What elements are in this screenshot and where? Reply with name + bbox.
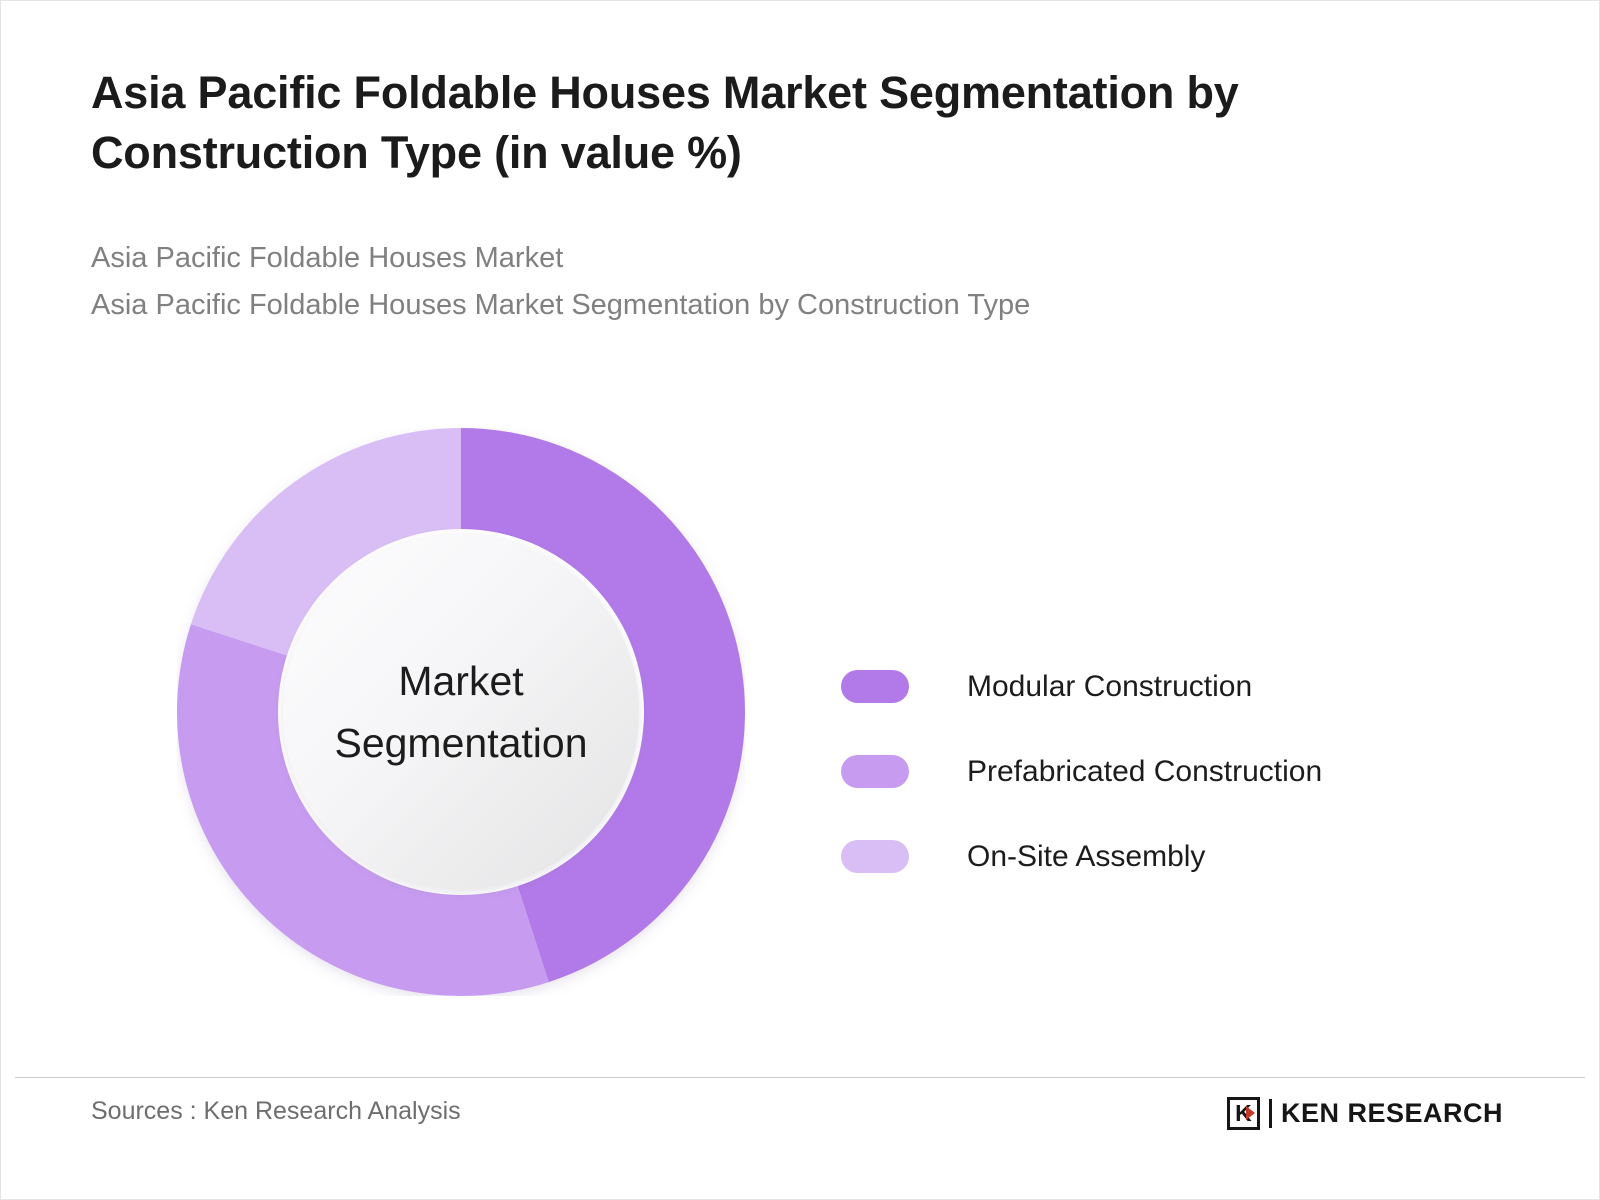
- donut-slice-prefabricated-construction[interactable]: [177, 624, 549, 996]
- donut-center-hub: Market Segmentation: [283, 534, 639, 890]
- legend-item-modular-construction[interactable]: Modular Construction: [841, 644, 1441, 729]
- legend-label: Modular Construction: [967, 669, 1253, 703]
- sources-note: Sources : Ken Research Analysis: [91, 1097, 461, 1125]
- center-label-line-1: Market: [398, 657, 524, 704]
- legend-item-on-site-assembly[interactable]: On-Site Assembly: [841, 814, 1441, 899]
- logo-mark-icon: K: [1226, 1096, 1260, 1130]
- header: Asia Pacific Foldable Houses Market Segm…: [91, 63, 1511, 329]
- subtitle-block: Asia Pacific Foldable Houses Market Asia…: [91, 235, 1511, 329]
- page-title: Asia Pacific Foldable Houses Market Segm…: [91, 67, 1239, 178]
- legend-label: Prefabricated Construction: [967, 754, 1323, 788]
- subtitle-line-2: Asia Pacific Foldable Houses Market Segm…: [91, 288, 1031, 321]
- logo-wordmark: KEN RESEARCH: [1280, 1097, 1503, 1128]
- donut-slice-on-site-assembly[interactable]: [190, 428, 461, 657]
- footer-divider: [15, 1077, 1585, 1078]
- donut-chart: Market Segmentation: [177, 428, 745, 996]
- logo-divider-icon: [1268, 1098, 1272, 1128]
- legend-swatch-icon: [841, 840, 909, 873]
- donut-slice-modular-construction[interactable]: [461, 428, 745, 983]
- donut-svg: [177, 428, 745, 996]
- center-label-line-2: Segmentation: [334, 720, 588, 766]
- logo-triangle-icon: [1245, 1106, 1255, 1120]
- chart-legend: Modular Construction Prefabricated Const…: [841, 644, 1441, 899]
- chart-area: Market Segmentation Modular Construction…: [1, 401, 1599, 1041]
- legend-item-prefabricated-construction[interactable]: Prefabricated Construction: [841, 729, 1441, 814]
- ken-research-logo: K KEN RESEARCH: [1226, 1095, 1503, 1131]
- legend-label: On-Site Assembly: [967, 839, 1206, 873]
- legend-swatch-icon: [841, 755, 909, 788]
- legend-swatch-icon: [841, 670, 909, 703]
- donut-slices: [177, 428, 745, 996]
- subtitle-line-1: Asia Pacific Foldable Houses Market: [91, 241, 564, 274]
